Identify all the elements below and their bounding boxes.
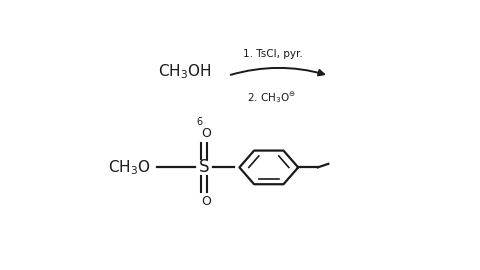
Text: CH$_3$OH: CH$_3$OH xyxy=(158,62,212,81)
Text: O: O xyxy=(202,127,211,140)
Text: 2. CH$_3$O$^{\ominus}$: 2. CH$_3$O$^{\ominus}$ xyxy=(247,90,296,105)
Text: 6: 6 xyxy=(197,117,203,127)
Text: S: S xyxy=(199,158,209,176)
Text: 1. TsCl, pyr.: 1. TsCl, pyr. xyxy=(243,49,302,59)
Text: CH$_3$O: CH$_3$O xyxy=(108,158,151,177)
Text: O: O xyxy=(202,195,211,208)
